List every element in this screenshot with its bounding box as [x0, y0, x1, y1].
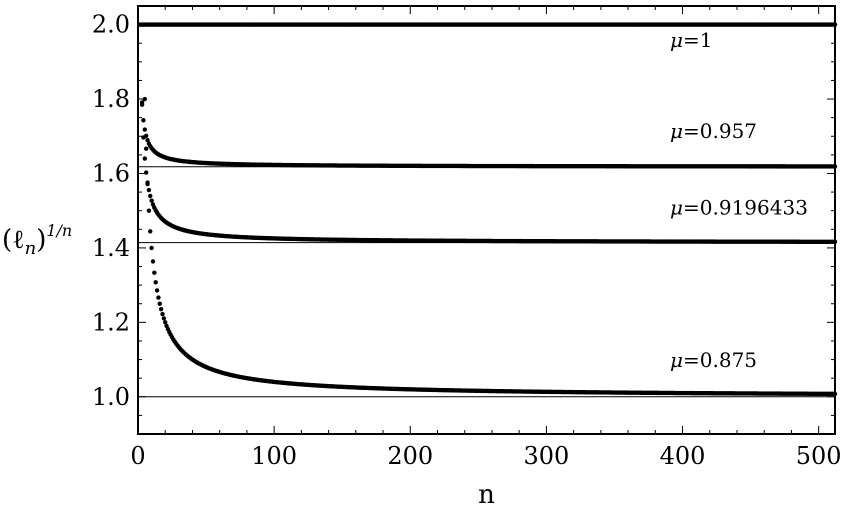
data-point	[158, 307, 164, 312]
data-point	[141, 135, 146, 140]
data-point	[157, 301, 162, 306]
y-tick-label: 1.2	[92, 308, 130, 336]
y-axis-title-superscript: 1/n	[46, 221, 72, 240]
y-tick-label: 1.6	[92, 159, 130, 187]
axis-ticks	[137, 6, 835, 434]
data-point	[145, 137, 150, 143]
series-label-mu: μ	[670, 195, 683, 219]
y-tick-label: 1.0	[92, 383, 130, 411]
x-axis-title: n	[478, 480, 495, 510]
data-point	[143, 170, 149, 175]
x-tick-label: 300	[523, 442, 569, 470]
series-label-value: =0.9196433	[683, 195, 808, 219]
series-label: μ=0.9196433	[670, 195, 808, 219]
y-tick-label: 2.0	[92, 11, 130, 39]
series-label-value: =1	[683, 28, 712, 52]
y-axis-title-subscript: n	[25, 238, 37, 259]
series-label-value: =0.957	[683, 119, 757, 143]
data-point	[153, 280, 158, 285]
data-point	[146, 208, 152, 213]
y-tick-label: 1.8	[92, 85, 130, 113]
data-point	[146, 187, 152, 193]
data-point	[152, 270, 157, 275]
data-point	[148, 193, 153, 199]
data-point	[141, 118, 146, 123]
data-point	[145, 181, 150, 187]
data-point	[156, 295, 161, 300]
data-point	[142, 156, 148, 161]
series-label-mu: μ	[670, 119, 683, 143]
data-point	[161, 316, 167, 321]
plot-frame	[137, 5, 836, 435]
series-label-mu: μ	[670, 348, 683, 372]
series-label: μ=0.875	[670, 348, 757, 372]
data-points	[137, 22, 838, 397]
x-tick-label: 500	[796, 442, 842, 470]
x-tick-label: 0	[130, 442, 145, 470]
y-axis-title: (ℓn)1/n	[2, 221, 72, 259]
data-point	[149, 245, 154, 251]
series-label-mu: μ	[670, 28, 683, 52]
data-point	[142, 127, 148, 132]
x-tick-label: 100	[251, 442, 297, 470]
data-point	[163, 320, 168, 325]
data-point	[149, 198, 154, 203]
series-label-value: =0.875	[683, 348, 757, 372]
x-tick-label: 400	[660, 442, 706, 470]
data-point	[150, 259, 156, 264]
x-tick-label: 200	[387, 442, 433, 470]
axis-tick-labels: 0 100 200 300 400 500 1.0 1.2 1.4 1.6 1.8 2.0	[92, 11, 842, 470]
data-point	[148, 229, 153, 234]
data-point	[139, 100, 145, 105]
data-point	[160, 311, 165, 317]
y-tick-label: 1.4	[92, 234, 130, 262]
y-axis-title-close: )	[36, 225, 46, 255]
y-axis-title-base: (ℓ	[2, 225, 25, 255]
series-label: μ=0.957	[670, 119, 757, 143]
data-point	[143, 146, 149, 151]
data-point	[154, 288, 160, 293]
series-label: μ=1	[670, 28, 712, 52]
